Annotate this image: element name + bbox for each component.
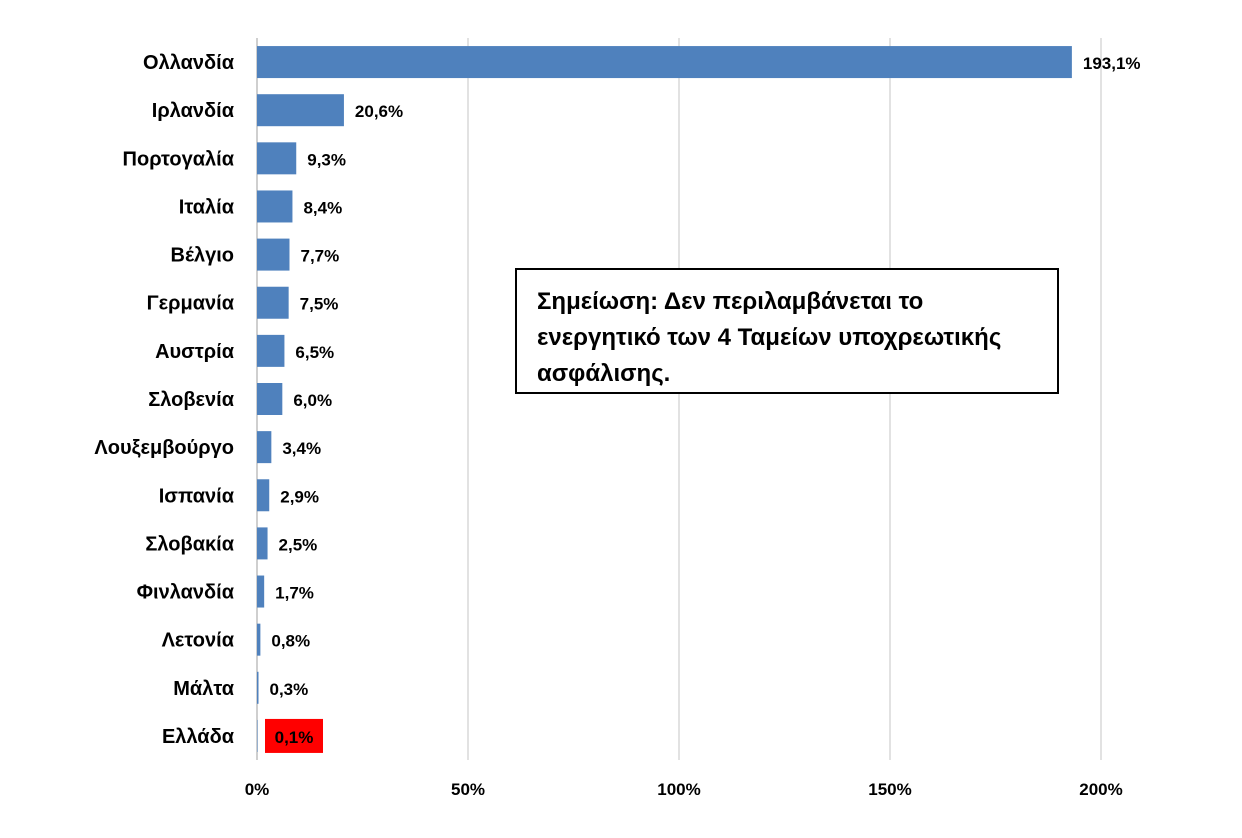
value-label: 7,7% [300,247,339,266]
bar [257,334,285,367]
value-label: 193,1% [1083,54,1141,73]
value-label: 7,5% [300,295,339,314]
bar [257,479,270,512]
bar [257,671,259,704]
bar [257,142,297,175]
bar [257,190,293,223]
category-label: Πορτογαλία [123,148,235,170]
value-label: 0,8% [271,632,310,651]
category-label: Ελλάδα [162,726,235,748]
category-label: Ιρλανδία [152,100,235,122]
bar [257,238,290,271]
category-label: Μάλτα [173,678,234,700]
category-label: Λουξεμβούργο [94,437,234,459]
value-label: 6,5% [295,343,334,362]
category-label: Σλοβακία [145,533,234,555]
bar [257,431,272,464]
category-label: Βέλγιο [171,245,235,267]
highlight-box [265,718,323,753]
category-label: Σλοβενία [148,389,234,411]
value-label: 2,5% [279,535,318,554]
x-tick-label: 150% [868,780,911,799]
value-label: 0,1% [275,728,314,747]
note-line-2: ενεργητικό των 4 Ταμείων υποχρεωτικής [537,324,1002,351]
value-label: 6,0% [293,391,332,410]
category-label: Λετονία [162,630,235,652]
bar [257,719,258,752]
x-tick-label: 50% [451,780,485,799]
value-label: 0,3% [270,680,309,699]
value-label: 3,4% [282,439,321,458]
note-line-3: ασφάλισης. [537,360,671,387]
value-label: 8,4% [303,198,342,217]
bar [257,286,289,319]
value-label: 9,3% [307,150,346,169]
category-label: Φινλανδία [137,582,235,604]
bar [257,527,268,560]
value-label: 2,9% [280,487,319,506]
bar [257,575,265,608]
category-label: Γερμανία [147,293,235,315]
x-tick-label: 200% [1079,780,1122,799]
note-box: Σημείωση: Δεν περιλαμβάνεται το ενεργητι… [515,268,1059,394]
value-label: 20,6% [355,102,403,121]
x-tick-label: 100% [657,780,700,799]
note-line-1: Σημείωση: Δεν περιλαμβάνεται το [537,288,924,315]
bar [257,46,1072,79]
value-label: 1,7% [275,584,314,603]
bar [257,94,344,127]
bar [257,383,283,415]
x-tick-label: 0% [245,780,270,799]
bar [257,623,261,656]
category-label: Ισπανία [159,485,235,507]
category-label: Ολλανδία [143,52,235,74]
category-label: Αυστρία [155,341,235,363]
category-label: Ιταλία [179,196,235,218]
